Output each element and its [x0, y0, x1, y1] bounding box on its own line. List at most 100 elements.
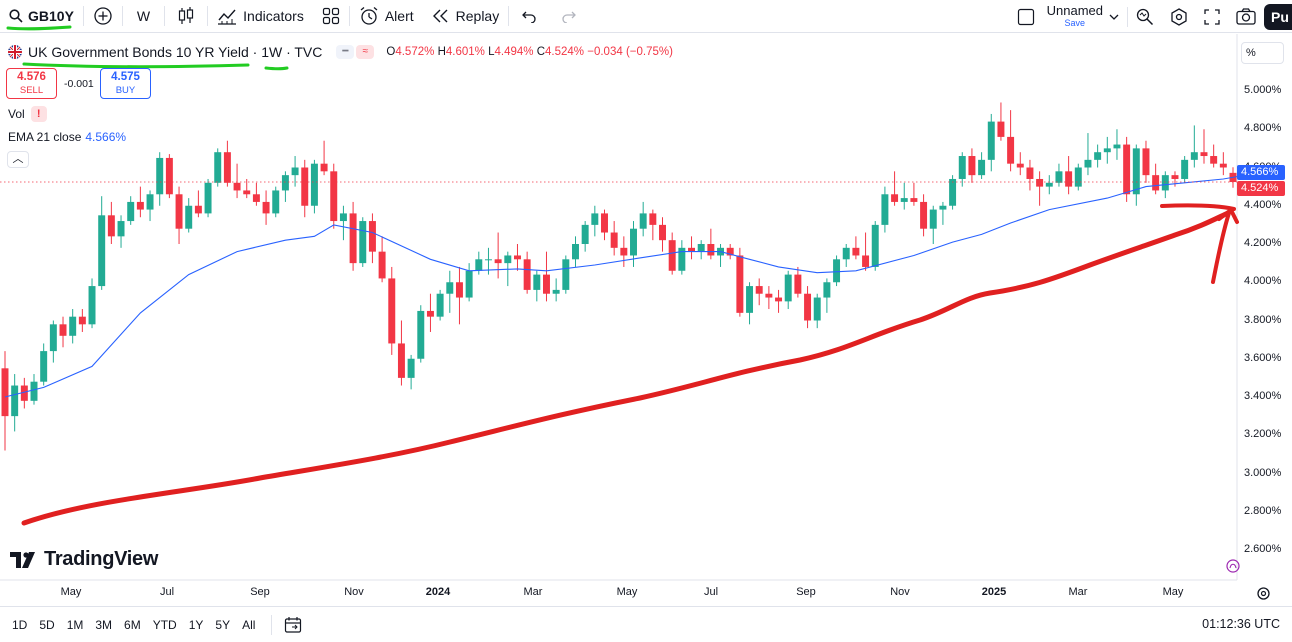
warning-icon[interactable]: ! — [30, 106, 47, 122]
candle-up — [146, 194, 154, 210]
candle-down — [523, 259, 531, 290]
candle-up — [417, 310, 425, 359]
change-value: −0.034 (−0.75%) — [587, 46, 673, 58]
range-button-5d[interactable]: 5D — [39, 617, 55, 632]
range-button-6m[interactable]: 6M — [124, 617, 141, 632]
candle-up — [939, 205, 947, 210]
snapshot-button[interactable] — [1228, 0, 1264, 33]
sell-button[interactable]: 4.576 SELL — [6, 68, 57, 99]
interval-button[interactable]: W — [123, 0, 164, 33]
tradingview-logo: TradingView — [10, 548, 158, 571]
time-tick-label: 2024 — [425, 586, 451, 598]
candle-down — [659, 224, 666, 241]
layout-checkbox[interactable] — [1011, 0, 1041, 33]
candle-up — [30, 381, 38, 401]
date-range-buttons: 1D 5D 1M 3M 6M YTD 1Y 5Y All — [0, 618, 261, 632]
symbol-underline-annotation — [6, 25, 72, 31]
alert-button[interactable]: Alert — [350, 0, 423, 33]
candle-down — [804, 293, 812, 321]
open-value: 4.572% — [395, 46, 435, 58]
replay-button[interactable]: Replay — [423, 0, 509, 33]
legend-title[interactable]: UK Government Bonds 10 YR Yield · 1W · T… — [28, 44, 323, 60]
time-tick-label: Jul — [703, 586, 719, 598]
candle-up — [949, 178, 957, 206]
volume-indicator-legend[interactable]: Vol ! — [8, 106, 47, 122]
arrow-annotation — [1160, 203, 1236, 284]
layout-name-button[interactable]: Unnamed Save — [1047, 4, 1103, 30]
goto-date-button[interactable] — [278, 616, 308, 634]
candle-down — [542, 274, 550, 294]
layout-menu-button[interactable] — [1109, 0, 1127, 33]
range-button-ytd[interactable]: YTD — [152, 617, 177, 632]
utc-clock[interactable]: 01:12:36 UTC — [1202, 617, 1280, 631]
interval-label: W — [136, 8, 151, 24]
candle-down — [891, 194, 899, 202]
candle-up — [591, 213, 599, 225]
toolbar-divider — [207, 6, 209, 26]
layout-name: Unnamed — [1046, 2, 1103, 18]
candle-up — [281, 175, 289, 191]
candle-down — [513, 255, 521, 260]
candle-up — [1055, 171, 1063, 183]
settings-button[interactable] — [1162, 0, 1196, 33]
vol-label: Vol — [8, 107, 25, 121]
collapse-legend-button[interactable]: ︿ — [7, 151, 29, 168]
candle-up — [291, 167, 299, 176]
candle-down — [1210, 156, 1218, 164]
candle-down — [223, 152, 231, 183]
compare-button[interactable] — [84, 0, 122, 33]
candle-down — [1065, 171, 1073, 187]
grid-icon — [322, 7, 339, 25]
candle-up — [1132, 148, 1140, 195]
buy-button[interactable]: 4.575 BUY — [100, 68, 151, 99]
candle-down — [668, 240, 676, 271]
candle-up — [900, 198, 908, 202]
candle-up — [49, 324, 57, 352]
candle-up — [552, 289, 560, 294]
candle-up — [639, 213, 647, 229]
publish-button[interactable]: Pu — [1264, 3, 1292, 30]
range-button-3m[interactable]: 3M — [95, 617, 113, 632]
indicators-button[interactable]: Indicators — [208, 0, 313, 33]
scale-unit-selector[interactable]: % — [1241, 42, 1284, 64]
time-tick-label: Sep — [796, 586, 816, 598]
range-button-5y[interactable]: 5Y — [215, 617, 231, 632]
range-button-1y[interactable]: 1Y — [188, 617, 204, 632]
minus-icon[interactable]: ━ — [336, 45, 355, 59]
templates-button[interactable] — [313, 0, 349, 33]
redo-button[interactable] — [549, 0, 589, 33]
time-tick-label: May — [1162, 586, 1184, 598]
candle-down — [494, 259, 502, 264]
range-button-1m[interactable]: 1M — [66, 617, 84, 632]
publish-label: Pu — [1271, 8, 1289, 25]
undo-button[interactable] — [509, 0, 549, 33]
candle-up — [842, 247, 850, 260]
fullscreen-button[interactable] — [1196, 0, 1228, 33]
candle-down — [233, 182, 241, 191]
chart-type-button[interactable] — [165, 0, 207, 33]
range-button-all[interactable]: All — [242, 617, 256, 632]
price-tick-label: 4.400% — [1244, 198, 1282, 211]
candle-up — [1084, 159, 1092, 168]
interval-underline-annotation — [264, 66, 289, 71]
tradingview-logo-text: TradingView — [44, 548, 159, 570]
candle-down — [107, 215, 115, 237]
chart-legend[interactable]: UK Government Bonds 10 YR Yield · 1W · T… — [8, 41, 673, 63]
candle-up — [1074, 167, 1082, 187]
price-tick-label: 3.400% — [1244, 390, 1282, 402]
undo-icon — [522, 11, 536, 23]
square-icon — [1017, 8, 1034, 25]
candle-down — [243, 190, 251, 195]
quick-search-button[interactable] — [1128, 0, 1162, 33]
buy-label: BUY — [115, 84, 136, 96]
low-value: 4.494% — [494, 46, 534, 58]
time-axis-settings-gear-icon[interactable] — [1256, 586, 1271, 606]
range-button-1d[interactable]: 1D — [12, 617, 28, 632]
scale-alert-icon[interactable] — [1226, 559, 1240, 578]
ema-indicator-legend[interactable]: EMA 21 close 4.566% — [8, 130, 126, 144]
approx-icon[interactable]: ≈ — [356, 45, 375, 59]
symbol-search-button[interactable]: GB10Y — [0, 0, 83, 33]
candle-down — [59, 324, 67, 336]
candle-down — [601, 213, 608, 233]
